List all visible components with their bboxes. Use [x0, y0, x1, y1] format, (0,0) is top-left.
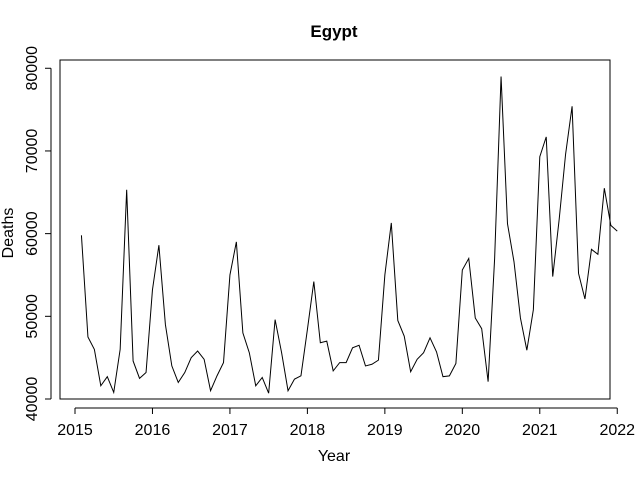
- chart-title: Egypt: [310, 22, 358, 41]
- y-tick-label: 40000: [24, 377, 41, 422]
- x-tick-label: 2020: [445, 422, 481, 439]
- y-tick-label: 80000: [24, 46, 41, 91]
- x-tick-label: 2022: [599, 422, 635, 439]
- y-tick-label: 60000: [24, 211, 41, 256]
- y-axis: 40000 50000 60000 70000 80000: [24, 46, 52, 422]
- x-tick-label: 2015: [57, 422, 93, 439]
- x-axis: 2015 2016 2017 2018 2019 2020 2021 2022: [57, 407, 635, 439]
- x-tick-label: 2016: [135, 422, 171, 439]
- x-tick-label: 2019: [367, 422, 403, 439]
- x-tick-label: 2021: [522, 422, 558, 439]
- y-axis-title: Deaths: [0, 208, 17, 259]
- x-tick-label: 2017: [212, 422, 248, 439]
- y-tick-label: 70000: [24, 129, 41, 174]
- plot-frame: [59, 59, 611, 400]
- x-tick-label: 2018: [290, 422, 326, 439]
- y-tick-label: 50000: [24, 294, 41, 339]
- series-line: [80, 76, 618, 395]
- x-axis-title: Year: [318, 448, 351, 465]
